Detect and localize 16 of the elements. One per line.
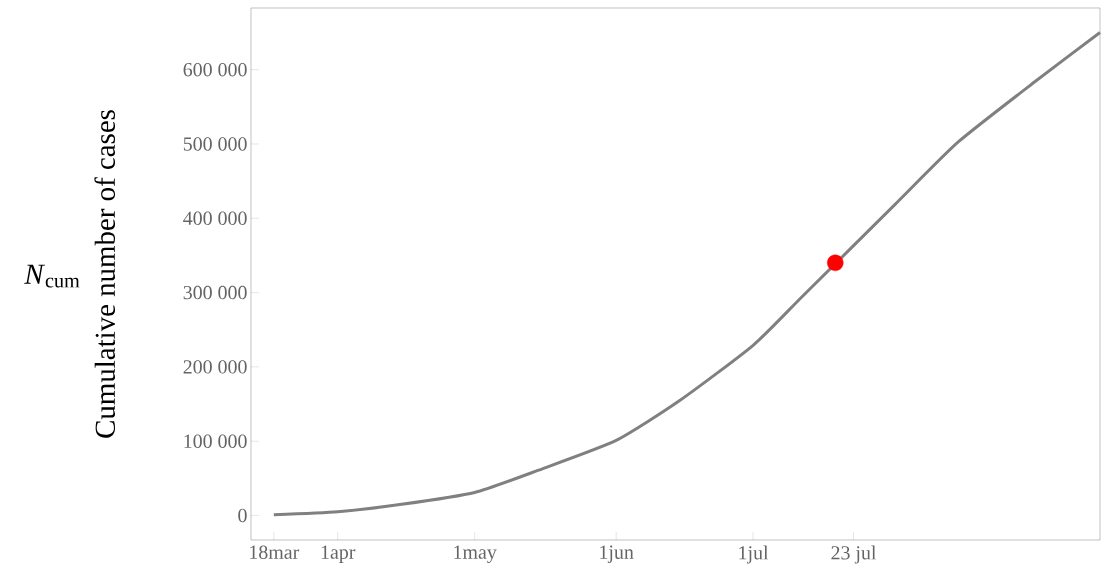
y-tick-label: 0 <box>238 508 247 523</box>
y-axis-title: Cumulative number of cases <box>94 110 116 438</box>
x-tick-label: 18mar <box>250 545 300 559</box>
y-tick-label: 600 000 <box>183 62 247 77</box>
x-tick-label: 1may <box>454 545 497 563</box>
y-tick-label: 400 000 <box>183 211 247 225</box>
x-tick-label: 1jul <box>739 545 769 564</box>
line-series <box>272 31 1102 517</box>
y-tick-label: 500 000 <box>183 137 247 151</box>
x-tick-label: 1apr <box>321 545 356 563</box>
text: N$_{cum}$ <box>24 264 80 288</box>
y-tick-label: 200 000 <box>183 360 247 374</box>
x-tick-label: 1jun <box>600 545 634 563</box>
y-tick-label: 300 000 <box>183 285 247 300</box>
x-tick-label: 23 jul <box>831 545 877 564</box>
y-tick-label: 100 000 <box>184 434 247 448</box>
